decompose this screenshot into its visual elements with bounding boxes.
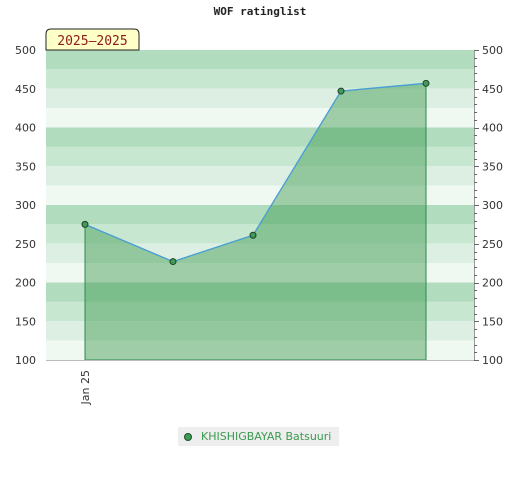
y-tick-label-left: 150 (15, 315, 36, 328)
y-tick-label-right: 300 (482, 199, 503, 212)
background-band (46, 127, 474, 147)
background-band (46, 88, 474, 109)
chart-title: WOF ratinglist (213, 5, 307, 18)
y-tick-label-right: 250 (482, 238, 503, 251)
data-point (422, 79, 430, 87)
background-band (46, 243, 474, 264)
background-band (46, 205, 474, 225)
background-band (46, 224, 474, 244)
y-tick-label-left: 250 (15, 238, 36, 251)
period-badge-label: 2025–2025 (57, 34, 127, 49)
background-band (46, 282, 474, 302)
background-band (46, 146, 474, 167)
data-point (169, 258, 177, 266)
data-point (81, 220, 89, 228)
y-tick-label-right: 400 (482, 122, 503, 135)
y-axis-right: 100 150 200 250 300 350 400 450 500 (474, 44, 503, 367)
legend-label: KHISHIGBAYAR Batsuuri (201, 430, 332, 443)
background-band (46, 321, 474, 341)
data-point (249, 231, 257, 239)
background-band (46, 50, 474, 70)
y-tick-label-left: 400 (15, 122, 36, 135)
y-tick-label-left: 450 (15, 83, 36, 96)
background-band (46, 69, 474, 89)
y-tick-label-right: 500 (482, 44, 503, 57)
y-axis-left: 100 150 200 250 300 350 400 450 500 (15, 44, 36, 367)
background-bands (46, 50, 474, 360)
legend[interactable]: KHISHIGBAYAR Batsuuri (178, 427, 340, 446)
y-tick-label-right: 450 (482, 83, 503, 96)
y-tick-label-left: 300 (15, 199, 36, 212)
y-tick-label-right: 200 (482, 277, 503, 290)
y-tick-label-left: 350 (15, 160, 36, 173)
data-point (337, 87, 345, 95)
period-badge: 2025–2025 (45, 28, 140, 51)
x-tick-label: Jan 25 (79, 370, 92, 405)
background-band (46, 166, 474, 186)
background-band (46, 263, 474, 283)
y-tick-label-left: 200 (15, 277, 36, 290)
y-tick-label-left: 100 (15, 354, 36, 367)
period-badge-box (45, 28, 140, 51)
y-tick-label-right: 100 (482, 354, 503, 367)
background-band (46, 185, 474, 205)
background-band (46, 340, 474, 360)
background-band (46, 108, 474, 128)
points-layer (81, 79, 430, 266)
y-tick-label-right: 350 (482, 160, 503, 173)
y-tick-label-left: 500 (15, 44, 36, 57)
legend-marker-icon (184, 432, 192, 441)
x-axis: Jan 25 (46, 360, 474, 405)
background-band (46, 301, 474, 322)
y-tick-label-right: 150 (482, 315, 503, 328)
